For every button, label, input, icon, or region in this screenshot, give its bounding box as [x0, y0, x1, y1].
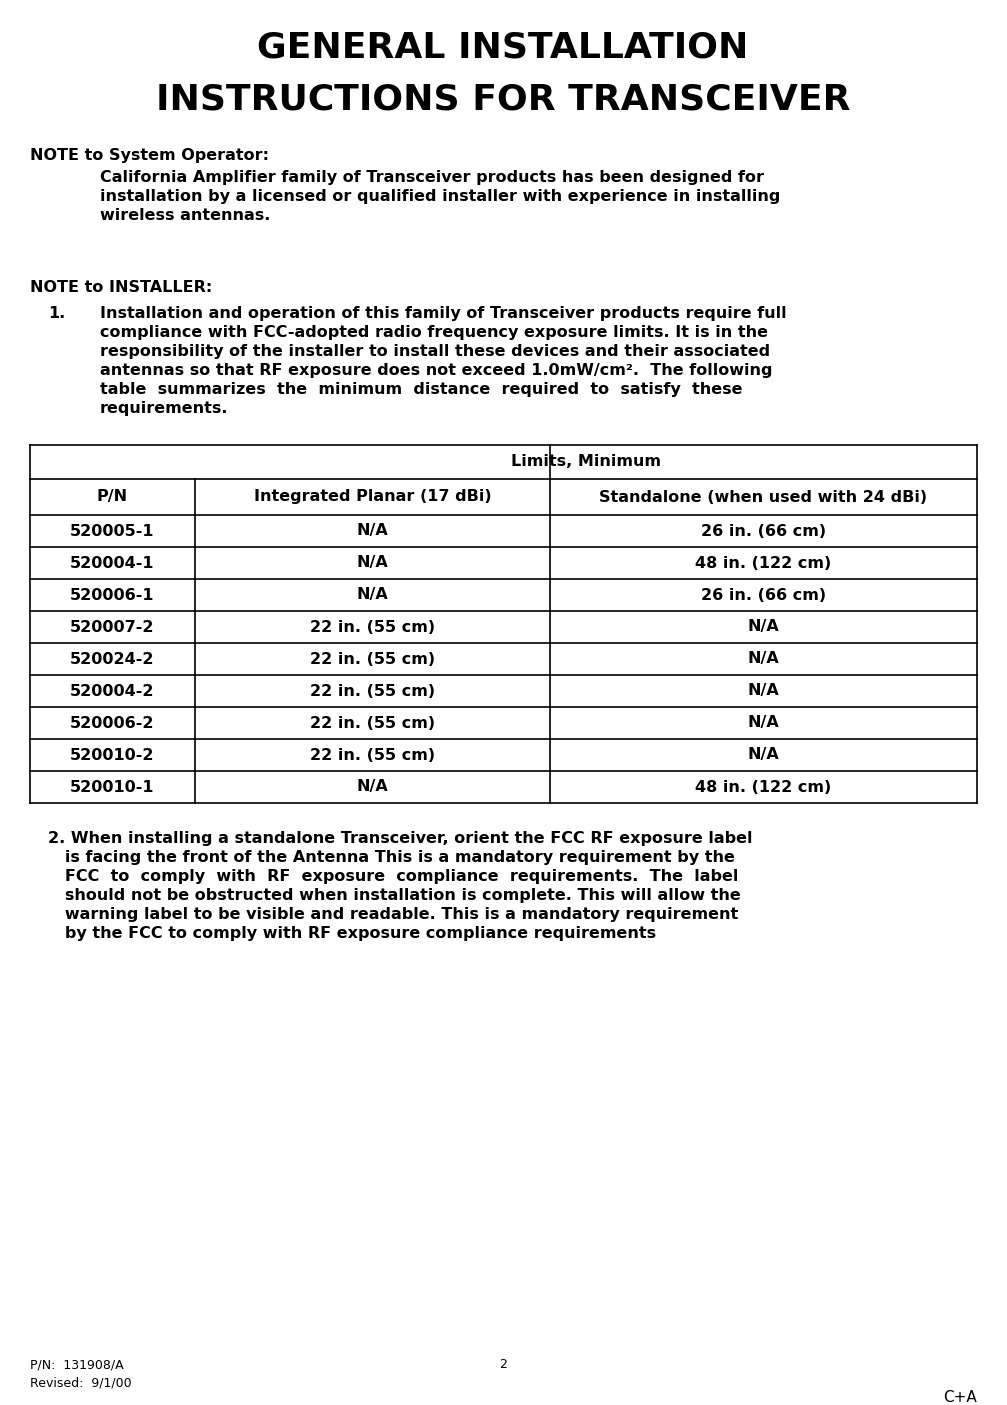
- Text: 520005-1: 520005-1: [70, 524, 155, 538]
- Text: 48 in. (122 cm): 48 in. (122 cm): [696, 555, 832, 570]
- Text: INSTRUCTIONS FOR TRANSCEIVER: INSTRUCTIONS FOR TRANSCEIVER: [156, 83, 850, 117]
- Text: 520007-2: 520007-2: [70, 620, 155, 635]
- Text: Limits, Minimum: Limits, Minimum: [511, 454, 661, 469]
- Text: 520010-1: 520010-1: [70, 780, 155, 794]
- Text: warning label to be visible and readable. This is a mandatory requirement: warning label to be visible and readable…: [48, 908, 738, 922]
- Text: N/A: N/A: [356, 780, 389, 794]
- Text: installation by a licensed or qualified installer with experience in installing: installation by a licensed or qualified …: [100, 190, 780, 204]
- Text: 22 in. (55 cm): 22 in. (55 cm): [310, 683, 435, 698]
- Text: 1.: 1.: [48, 306, 65, 320]
- Text: N/A: N/A: [747, 715, 779, 731]
- Text: N/A: N/A: [356, 524, 389, 538]
- Text: by the FCC to comply with RF exposure compliance requirements: by the FCC to comply with RF exposure co…: [48, 926, 657, 941]
- Text: N/A: N/A: [747, 620, 779, 635]
- Text: wireless antennas.: wireless antennas.: [100, 208, 270, 223]
- Text: table  summarizes  the  minimum  distance  required  to  satisfy  these: table summarizes the minimum distance re…: [100, 382, 742, 398]
- Text: N/A: N/A: [747, 683, 779, 698]
- Text: GENERAL INSTALLATION: GENERAL INSTALLATION: [258, 31, 748, 65]
- Text: Installation and operation of this family of Transceiver products require full: Installation and operation of this famil…: [100, 306, 786, 320]
- Text: 2: 2: [499, 1359, 507, 1371]
- Text: 520010-2: 520010-2: [70, 747, 155, 763]
- Text: 22 in. (55 cm): 22 in. (55 cm): [310, 715, 435, 731]
- Text: antennas so that RF exposure does not exceed 1.0mW/cm².  The following: antennas so that RF exposure does not ex…: [100, 362, 772, 378]
- Text: C+A: C+A: [944, 1390, 977, 1405]
- Text: NOTE to System Operator:: NOTE to System Operator:: [30, 148, 269, 163]
- Text: N/A: N/A: [747, 652, 779, 666]
- Text: 2. When installing a standalone Transceiver, orient the FCC RF exposure label: 2. When installing a standalone Transcei…: [48, 830, 752, 846]
- Text: 22 in. (55 cm): 22 in. (55 cm): [310, 620, 435, 635]
- Text: responsibility of the installer to install these devices and their associated: responsibility of the installer to insta…: [100, 344, 770, 360]
- Text: California Amplifier family of Transceiver products has been designed for: California Amplifier family of Transceiv…: [100, 170, 764, 185]
- Text: 520006-1: 520006-1: [70, 587, 155, 603]
- Text: requirements.: requirements.: [100, 400, 229, 416]
- Text: compliance with FCC-adopted radio frequency exposure limits. It is in the: compliance with FCC-adopted radio freque…: [100, 325, 768, 340]
- Text: Revised:  9/1/00: Revised: 9/1/00: [30, 1375, 132, 1390]
- Text: 26 in. (66 cm): 26 in. (66 cm): [701, 587, 826, 603]
- Text: Integrated Planar (17 dBi): Integrated Planar (17 dBi): [254, 489, 491, 504]
- Text: 26 in. (66 cm): 26 in. (66 cm): [701, 524, 826, 538]
- Text: N/A: N/A: [356, 555, 389, 570]
- Text: Standalone (when used with 24 dBi): Standalone (when used with 24 dBi): [599, 489, 927, 504]
- Text: 48 in. (122 cm): 48 in. (122 cm): [696, 780, 832, 794]
- Text: 22 in. (55 cm): 22 in. (55 cm): [310, 652, 435, 666]
- Text: N/A: N/A: [356, 587, 389, 603]
- Text: FCC  to  comply  with  RF  exposure  compliance  requirements.  The  label: FCC to comply with RF exposure complianc…: [48, 870, 738, 884]
- Text: 520006-2: 520006-2: [70, 715, 155, 731]
- Text: N/A: N/A: [747, 747, 779, 763]
- Text: should not be obstructed when installation is complete. This will allow the: should not be obstructed when installati…: [48, 888, 741, 903]
- Text: P/N: P/N: [97, 489, 128, 504]
- Text: NOTE to INSTALLER:: NOTE to INSTALLER:: [30, 280, 212, 295]
- Text: 520004-2: 520004-2: [70, 683, 155, 698]
- Text: P/N:  131908/A: P/N: 131908/A: [30, 1359, 124, 1371]
- Text: 520024-2: 520024-2: [70, 652, 155, 666]
- Text: 22 in. (55 cm): 22 in. (55 cm): [310, 747, 435, 763]
- Text: is facing the front of the Antenna This is a mandatory requirement by the: is facing the front of the Antenna This …: [48, 850, 735, 865]
- Text: 520004-1: 520004-1: [70, 555, 155, 570]
